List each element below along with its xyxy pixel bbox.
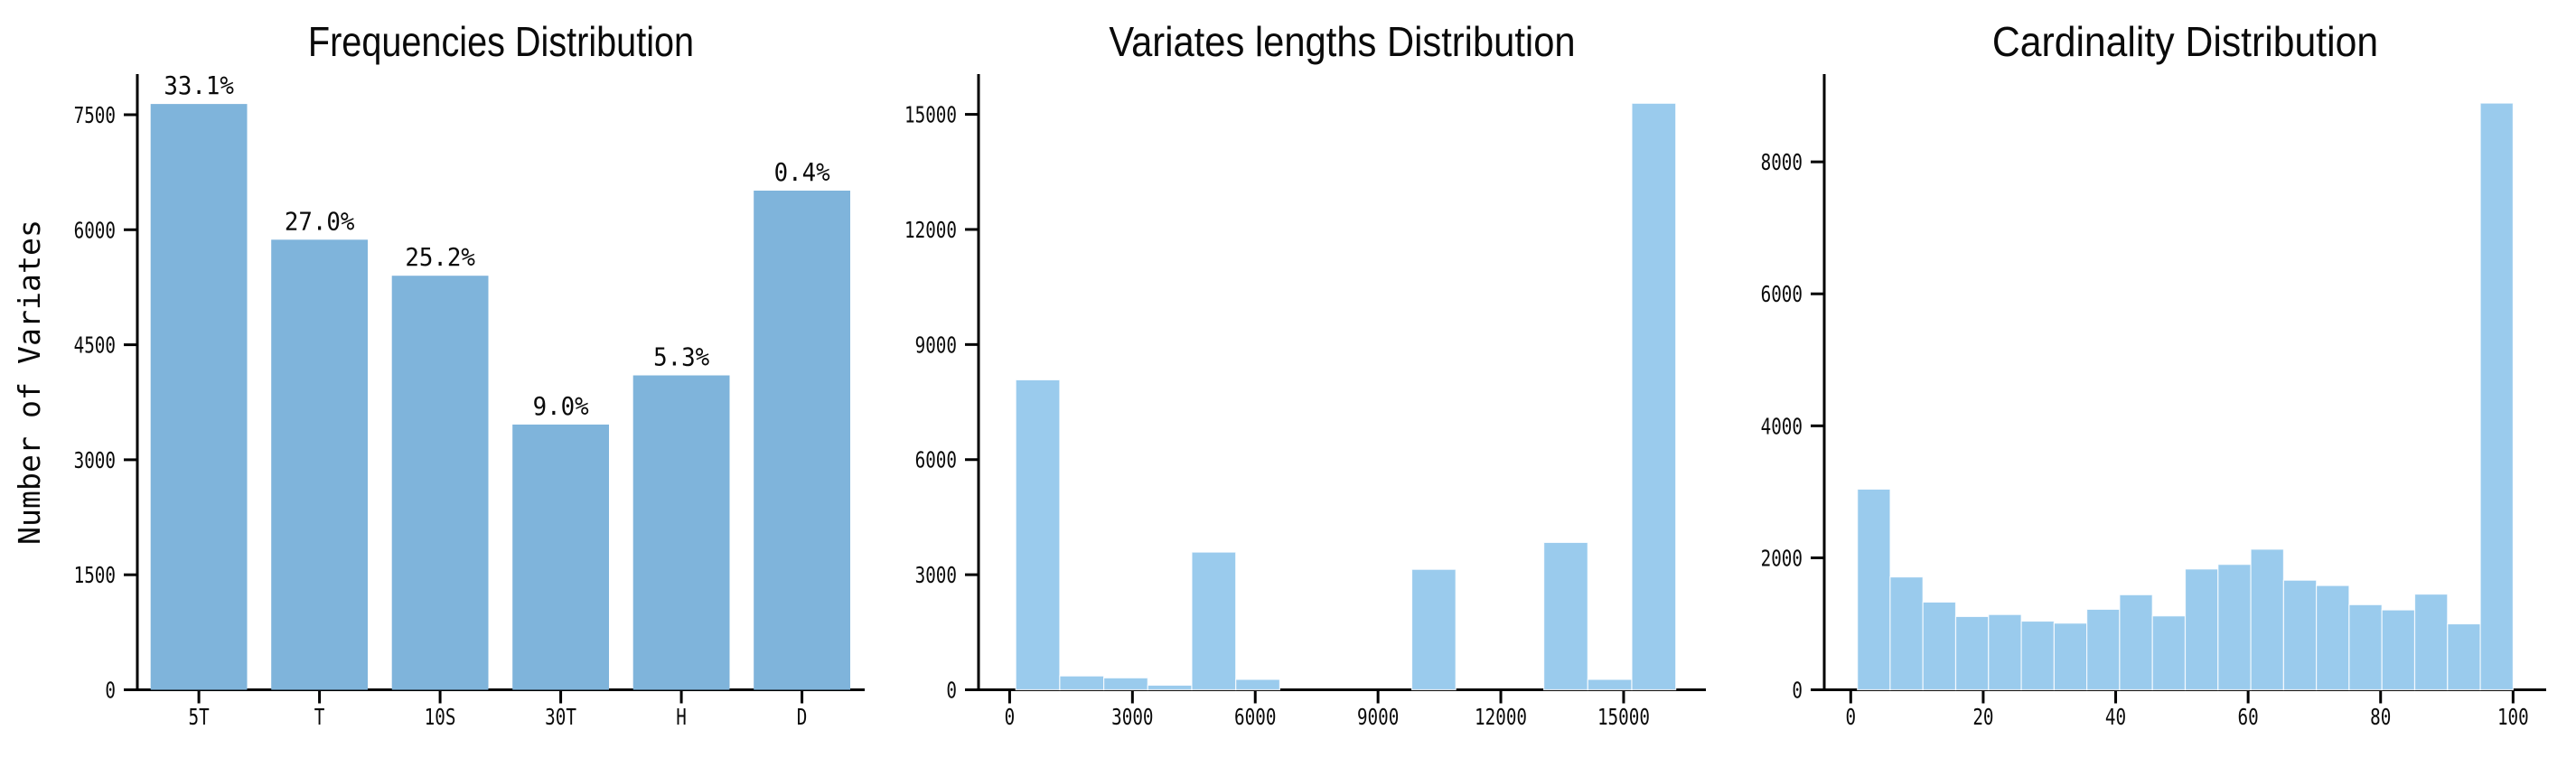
x-tick-label: 60 — [2238, 704, 2259, 730]
y-tick-label: 0 — [946, 678, 957, 704]
x-tick-label: 0 — [1005, 704, 1016, 730]
bar-value-label: 9.0% — [533, 391, 589, 421]
histogram-bin — [2119, 594, 2153, 691]
x-tick-label: H — [676, 704, 687, 730]
y-tick-label: 9000 — [915, 332, 957, 358]
x-tick-label: 100 — [2497, 704, 2529, 730]
bar — [754, 191, 850, 690]
y-tick-label: 0 — [1792, 678, 1803, 704]
histogram-bin — [2348, 604, 2383, 691]
chart-frequencies-distribution: Frequencies Distribution Number of Varia… — [12, 18, 865, 730]
x-tick-label: 40 — [2105, 704, 2126, 730]
bar — [512, 424, 609, 690]
y-tick-label: 6000 — [74, 217, 116, 243]
bars: 33.1% 27.0% 25.2% 9.0% 5.3% 0.4% — [150, 70, 850, 690]
y-tick-label: 1500 — [74, 562, 116, 588]
histogram-bin — [1587, 678, 1633, 691]
bars — [1015, 102, 1677, 691]
histogram-bin — [2250, 548, 2285, 691]
x-tick-label: D — [797, 704, 808, 730]
histogram-bin — [1235, 678, 1280, 691]
histogram-bin — [2479, 102, 2515, 691]
chart-title: Frequencies Distribution — [308, 18, 694, 65]
chart-title: Cardinality Distribution — [1992, 18, 2378, 65]
y-tick-label: 6000 — [915, 447, 957, 473]
histogram-bin — [1922, 601, 1957, 691]
y-tick-label: 6000 — [1761, 281, 1803, 307]
bar — [150, 104, 248, 690]
x-tick-label: T — [314, 704, 325, 730]
bars — [1857, 102, 2515, 691]
x-tick-label: 9000 — [1357, 704, 1399, 730]
y-tick-label: 12000 — [904, 217, 957, 243]
histogram-bin — [2151, 615, 2187, 691]
histogram-bin — [2282, 579, 2318, 691]
x-tick-label: 10S — [425, 704, 456, 730]
histogram-bin — [1542, 541, 1588, 691]
bar-value-label: 5.3% — [653, 342, 709, 372]
y-tick-label: 7500 — [74, 102, 116, 128]
y-tick-label: 15000 — [904, 102, 957, 128]
histogram-bin — [2020, 620, 2056, 691]
bar — [271, 239, 368, 690]
y-axis-label: Number of Variates — [12, 220, 47, 545]
y-tick-label: 4500 — [74, 332, 116, 359]
histogram-bin — [1059, 675, 1105, 691]
histogram-bin — [1988, 613, 2022, 691]
y-tick-label: 2000 — [1761, 545, 1803, 571]
histogram-bin — [2316, 585, 2350, 691]
histogram-bin — [2381, 609, 2416, 691]
histogram-bin — [1147, 684, 1193, 691]
y-tick-label: 3000 — [74, 447, 116, 473]
x-tick-label: 6000 — [1234, 704, 1276, 730]
bar-value-label: 0.4% — [774, 157, 830, 187]
histogram-bin — [1191, 551, 1237, 691]
histogram-bin — [2053, 622, 2088, 691]
histogram-bin — [1857, 488, 1891, 691]
histogram-bin — [1102, 677, 1148, 691]
x-tick-label: 15000 — [1597, 704, 1650, 730]
y-tick-label: 0 — [105, 678, 116, 704]
histogram-bin — [1631, 102, 1677, 691]
y-tick-label: 8000 — [1761, 149, 1803, 175]
histogram-bin — [1889, 576, 1924, 691]
x-tick-label: 20 — [1972, 704, 1993, 730]
histogram-bin — [2217, 564, 2252, 691]
bar-value-label: 25.2% — [405, 242, 475, 272]
histogram-bin — [1410, 568, 1457, 691]
chart-cardinality-distribution: Cardinality Distribution 0 2000 4000 6000 80… — [1761, 18, 2546, 730]
histogram-bin — [2447, 622, 2481, 691]
histogram-bin — [1954, 615, 1990, 691]
bar — [391, 276, 489, 690]
bar-value-label: 27.0% — [285, 206, 355, 236]
axes: 0 1500 3000 4500 6000 7500 5T T 10S 30T H D — [74, 74, 865, 730]
bar-value-label: 33.1% — [164, 70, 234, 100]
x-tick-label: 0 — [1846, 704, 1857, 730]
x-tick-label: 80 — [2370, 704, 2391, 730]
histogram-bin — [2413, 593, 2449, 691]
bar — [632, 375, 730, 690]
histogram-bin — [2184, 568, 2219, 691]
chart-variates-lengths-distribution: Variates lengths Distribution 0 3000 6000 9… — [904, 18, 1706, 730]
histogram-bin — [2086, 608, 2121, 691]
x-tick-label: 30T — [545, 704, 576, 730]
y-tick-label: 3000 — [915, 562, 957, 588]
histogram-bin — [1015, 379, 1061, 691]
chart-title: Variates lengths Distribution — [1109, 18, 1575, 65]
x-tick-label: 3000 — [1111, 704, 1153, 730]
x-tick-label: 5T — [188, 704, 209, 730]
y-tick-label: 4000 — [1761, 413, 1803, 439]
x-tick-label: 12000 — [1475, 704, 1527, 730]
